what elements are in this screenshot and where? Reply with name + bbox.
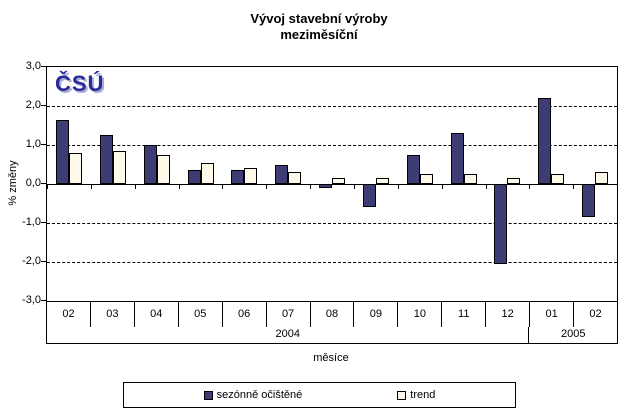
bar-trend-05 bbox=[200, 162, 214, 184]
x-category-05: 05 bbox=[179, 302, 223, 327]
bar-seasonal-03 bbox=[99, 135, 113, 185]
x-category-09: 09 bbox=[354, 302, 399, 327]
x-category-02: 02 bbox=[47, 302, 91, 327]
bar-seasonal-06 bbox=[231, 170, 245, 184]
bar-seasonal-07 bbox=[275, 164, 289, 184]
year-row: 2004 2005 bbox=[47, 327, 617, 343]
bar-trend-10 bbox=[419, 174, 433, 185]
chart-title-line1: Vývoj stavební výroby bbox=[250, 11, 388, 26]
gridline bbox=[47, 106, 617, 107]
bar-seasonal-05 bbox=[187, 170, 201, 184]
x-tick bbox=[441, 185, 443, 189]
bar-trend-04 bbox=[156, 154, 170, 185]
year-group-2005: 2005 bbox=[560, 328, 586, 340]
bar-trend-12 bbox=[507, 178, 521, 184]
bar-seasonal-02 bbox=[582, 184, 596, 218]
bar-seasonal-10 bbox=[406, 154, 420, 185]
zero-line bbox=[47, 184, 617, 185]
y-tick-mark bbox=[41, 222, 46, 223]
x-category-01: 01 bbox=[530, 302, 575, 327]
x-category-06: 06 bbox=[223, 302, 267, 327]
bar-seasonal-09 bbox=[362, 184, 376, 208]
plot-area: ČSÚ bbox=[46, 66, 618, 302]
legend-label-seasonal: sezónně očištěné bbox=[216, 389, 303, 401]
y-tick-mark bbox=[41, 261, 46, 262]
y-tick-label: 0,0 bbox=[25, 177, 41, 189]
y-tick-mark bbox=[41, 183, 46, 184]
bar-trend-09 bbox=[375, 178, 389, 184]
legend-marker-seasonal-icon bbox=[203, 390, 213, 400]
x-tick bbox=[222, 185, 224, 189]
x-tick bbox=[617, 185, 618, 189]
gridline bbox=[47, 262, 617, 263]
x-tick bbox=[573, 185, 575, 189]
bar-trend-06 bbox=[244, 168, 258, 184]
y-tick-mark bbox=[41, 105, 46, 106]
x-tick bbox=[353, 185, 355, 189]
x-tick bbox=[90, 185, 92, 189]
bar-trend-03 bbox=[112, 150, 126, 184]
chart-title: Vývoj stavební výroby meziměsíční bbox=[0, 11, 638, 43]
gridline bbox=[47, 145, 617, 146]
x-tick bbox=[266, 185, 268, 189]
x-category-11: 11 bbox=[442, 302, 487, 327]
y-tick-label: 3,0 bbox=[25, 60, 41, 72]
legend-label-trend: trend bbox=[410, 389, 436, 401]
bar-trend-11 bbox=[463, 174, 477, 185]
x-category-07: 07 bbox=[267, 302, 311, 327]
legend-marker-trend-icon bbox=[397, 390, 407, 400]
bar-trend-08 bbox=[332, 178, 345, 184]
bar-trend-02 bbox=[68, 152, 82, 184]
x-tick bbox=[397, 185, 399, 189]
x-category-02: 02 bbox=[589, 308, 602, 320]
x-tick bbox=[529, 185, 531, 189]
bar-trend-01 bbox=[551, 174, 565, 185]
y-tick-label: 2,0 bbox=[25, 99, 41, 111]
y-tick-mark bbox=[41, 300, 46, 301]
bar-trend-02 bbox=[595, 172, 609, 184]
x-category-10: 10 bbox=[398, 302, 443, 327]
x-tick bbox=[485, 185, 487, 189]
y-tick-label: 1,0 bbox=[25, 138, 41, 150]
legend-entry-seasonal: sezónně očištěné bbox=[203, 389, 303, 401]
legend-entry-trend: trend bbox=[397, 389, 435, 401]
x-tick bbox=[310, 185, 312, 189]
x-tick bbox=[47, 185, 48, 189]
csu-logo: ČSÚ bbox=[55, 71, 105, 96]
x-category-04: 04 bbox=[135, 302, 179, 327]
bar-seasonal-02 bbox=[55, 119, 69, 184]
x-category-08: 08 bbox=[311, 302, 355, 327]
bar-seasonal-12 bbox=[494, 184, 508, 264]
month-row: 02 03 04 05 06 07 08 09 10 11 12 01 02 bbox=[47, 302, 617, 327]
y-tick-mark bbox=[41, 66, 46, 67]
x-category-03: 03 bbox=[91, 302, 135, 327]
bar-seasonal-08 bbox=[319, 184, 332, 188]
year-group-2004: 2004 bbox=[47, 327, 530, 343]
bar-seasonal-01 bbox=[538, 98, 552, 184]
x-tick bbox=[134, 185, 136, 189]
chart-title-line2: meziměsíční bbox=[280, 27, 358, 42]
y-tick-label: -2,0 bbox=[22, 255, 41, 267]
x-tick bbox=[178, 185, 180, 189]
y-tick-label: -1,0 bbox=[22, 216, 41, 228]
bar-trend-07 bbox=[288, 172, 302, 184]
gridline bbox=[47, 223, 617, 224]
legend: sezónně očištěné trend bbox=[123, 382, 516, 408]
y-tick-label: -3,0 bbox=[22, 294, 41, 306]
x-axis-table: 02 03 04 05 06 07 08 09 10 11 12 01 02 2004 2005 bbox=[46, 302, 618, 344]
x-category-12: 12 bbox=[486, 302, 531, 327]
bar-seasonal-11 bbox=[450, 133, 464, 184]
x-axis-title: měsíce bbox=[313, 352, 349, 364]
y-tick-mark bbox=[41, 144, 46, 145]
bar-seasonal-04 bbox=[143, 145, 157, 184]
